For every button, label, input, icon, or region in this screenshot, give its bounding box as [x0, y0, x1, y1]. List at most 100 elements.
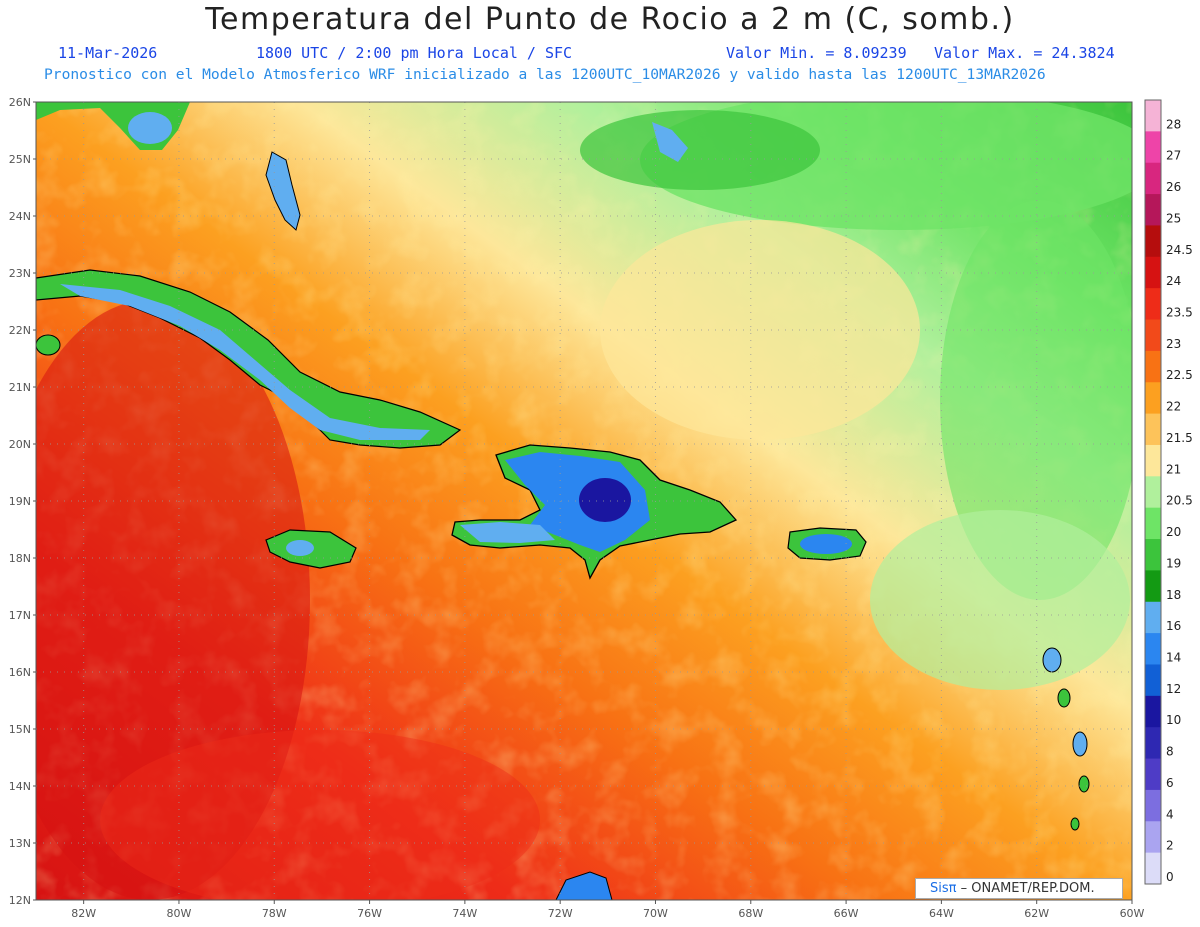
lon-tick-label: 60W: [1120, 907, 1145, 920]
jamaica-moist-core: [286, 540, 314, 556]
colorbar-swatch: [1145, 852, 1161, 885]
dominica: [1057, 688, 1071, 708]
lon-tick-label: 82W: [71, 907, 96, 920]
andros-island: [265, 151, 301, 231]
guadeloupe: [1042, 647, 1062, 673]
colorbar-label: 8: [1166, 745, 1174, 759]
colorbar-label: 24: [1166, 274, 1181, 288]
colorbar-label: 4: [1166, 807, 1174, 821]
colorbar-swatch: [1145, 413, 1161, 446]
puerto-rico-moist-core: [800, 534, 852, 554]
colorbar-label: 18: [1166, 588, 1181, 602]
colorbar-label: 16: [1166, 619, 1181, 633]
lat-tick-label: 14N: [9, 780, 31, 793]
map-title: Temperatura del Punto de Rocio a 2 m (C,…: [205, 2, 1015, 37]
colorbar-swatch: [1145, 256, 1161, 289]
colorbar-swatch: [1145, 288, 1161, 321]
lon-tick-label: 80W: [167, 907, 192, 920]
colorbar-label: 21: [1166, 462, 1181, 476]
colorbar-swatch: [1145, 695, 1161, 728]
hispaniola-min-center: [579, 478, 631, 522]
colorbar-label: 21.5: [1166, 431, 1193, 445]
lat-tick-label: 25N: [9, 153, 31, 166]
lat-tick-label: 21N: [9, 381, 31, 394]
moist-region-se: [870, 510, 1130, 690]
colorbar-swatch: [1145, 570, 1161, 603]
cuba-moist-core: [60, 284, 430, 440]
colorbar-label: 19: [1166, 556, 1181, 570]
lon-tick-label: 66W: [834, 907, 859, 920]
colorbar-label: 26: [1166, 180, 1181, 194]
lat-tick-label: 22N: [9, 324, 31, 337]
colorbar-swatch: [1145, 476, 1161, 509]
lat-tick-label: 19N: [9, 495, 31, 508]
lon-tick-label: 62W: [1024, 907, 1049, 920]
colorbar-swatch: [1145, 100, 1161, 132]
moist-region-e: [940, 200, 1132, 600]
isla-juventud: [36, 334, 61, 356]
colorbar-swatch: [1145, 162, 1161, 195]
colorbar-swatch: [1145, 350, 1161, 383]
min-value: Valor Min. = 8.09239: [726, 44, 907, 62]
lon-tick-label: 78W: [262, 907, 287, 920]
colorbar-label: 22.5: [1166, 368, 1193, 382]
longitude-axis: 82W 80W 78W 76W 74W 72W 70W 68W 66W 64W 62W 60W: [71, 900, 1145, 920]
colorbar-label: 28: [1166, 117, 1181, 131]
mid-region: [600, 220, 920, 440]
credit-box: Sisπ – ONAMET/REP.DOM.: [915, 878, 1123, 899]
moist-region-n: [580, 110, 820, 190]
lat-tick-label: 26N: [9, 96, 31, 109]
colorbar-swatch: [1145, 319, 1161, 352]
colorbar-swatch: [1145, 225, 1161, 258]
st-vincent: [1070, 817, 1080, 831]
sispi-logo: Sisπ: [930, 881, 957, 896]
colorbar-swatch: [1145, 131, 1161, 164]
lake-okeechobee: [128, 112, 172, 144]
colorbar: 2827262524.52423.52322.52221.52120.52019…: [1144, 99, 1193, 885]
colorbar-label: 2: [1166, 839, 1174, 853]
st-lucia: [1078, 775, 1090, 793]
colorbar-frame: [1144, 99, 1162, 885]
colorbar-label: 20.5: [1166, 494, 1193, 508]
latitude-axis: 26N 25N 24N 23N 22N 21N 20N 19N 18N 17N 16N 15N 14N 1…: [9, 96, 36, 907]
colorbar-swatch: [1145, 194, 1161, 226]
lat-tick-label: 12N: [9, 894, 31, 907]
colorbar-label: 22: [1166, 400, 1181, 414]
valid-time: 1800 UTC / 2:00 pm Hora Local / SFC: [256, 44, 573, 62]
colorbar-label: 10: [1166, 713, 1181, 727]
lat-tick-label: 18N: [9, 552, 31, 565]
lat-tick-label: 20N: [9, 438, 31, 451]
south-coast-land: [555, 871, 613, 900]
lon-tick-label: 74W: [452, 907, 477, 920]
lon-tick-label: 64W: [929, 907, 954, 920]
lat-tick-label: 15N: [9, 723, 31, 736]
dry-region-sw: [36, 300, 310, 900]
model-info: Pronostico con el Modelo Atmosferico WRF…: [44, 66, 1046, 83]
lat-tick-label: 23N: [9, 267, 31, 280]
plot-area: [36, 102, 1132, 900]
map-gridlines: [36, 102, 1132, 900]
dry-region-s: [100, 730, 540, 900]
colorbar-swatch: [1145, 821, 1161, 854]
colorbar-label: 12: [1166, 682, 1181, 696]
lat-tick-label: 24N: [9, 210, 31, 223]
colorbar-swatch: [1145, 727, 1161, 760]
colorbar-swatch: [1145, 601, 1161, 634]
max-value: Valor Max. = 24.3824: [934, 44, 1115, 62]
colorbar-label: 23.5: [1166, 306, 1193, 320]
credit-text: – ONAMET/REP.DOM.: [960, 881, 1095, 896]
colorbar-label: 23: [1166, 337, 1181, 351]
colorbar-label: 14: [1166, 650, 1181, 664]
colorbar-swatch: [1145, 664, 1161, 697]
colorbar-swatch: [1145, 539, 1161, 571]
colorbar-swatch: [1145, 444, 1161, 477]
martinique: [1072, 731, 1088, 757]
moist-spot-n: [652, 122, 688, 162]
colorbar-swatch: [1145, 758, 1161, 791]
colorbar-label: 20: [1166, 525, 1181, 539]
lat-tick-label: 16N: [9, 666, 31, 679]
colorbar-label: 24.5: [1166, 243, 1193, 257]
colorbar-swatch: [1145, 633, 1161, 665]
colorbar-label: 0: [1166, 870, 1174, 884]
